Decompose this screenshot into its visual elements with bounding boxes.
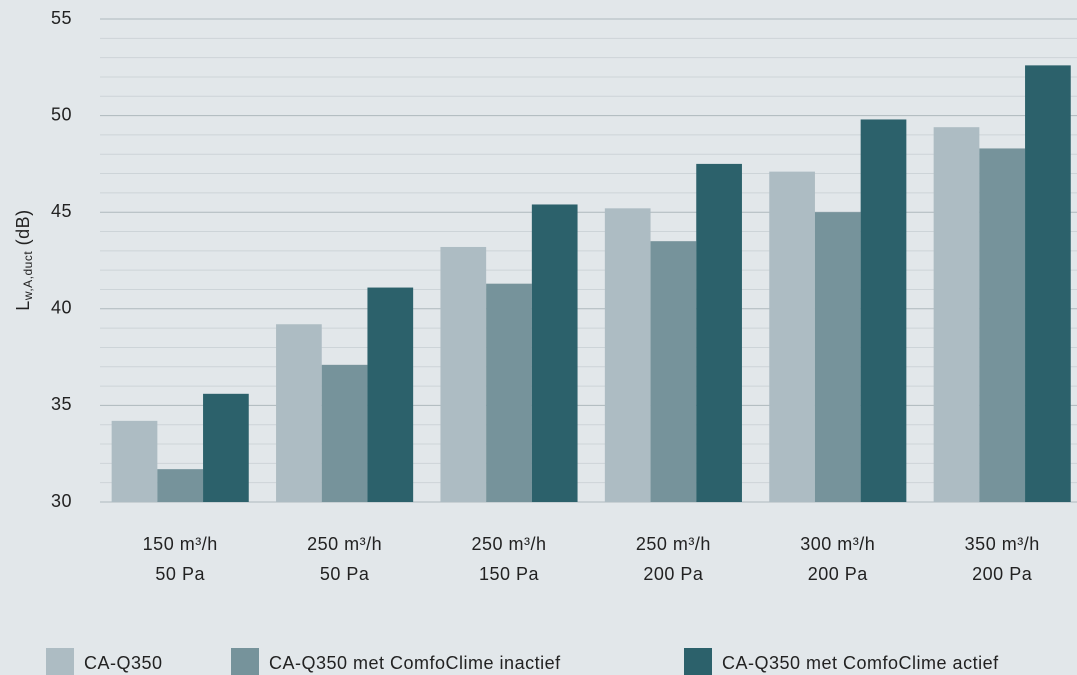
- legend-label: CA-Q350 met ComfoClime actief: [722, 653, 999, 673]
- bar: [111, 420, 158, 502]
- y-label-unit: (dB): [13, 209, 33, 251]
- y-tick-label: 35: [51, 394, 72, 414]
- bar: [203, 393, 249, 502]
- y-label-sub: w,A,duct: [21, 251, 35, 302]
- y-label-main: L: [13, 300, 33, 311]
- x-tick-label: 150 m³/h: [143, 534, 218, 554]
- bar: [531, 204, 578, 503]
- y-tick-label: 40: [51, 298, 72, 318]
- x-tick-label: 200 Pa: [643, 564, 704, 584]
- x-tick-label: 50 Pa: [320, 564, 370, 584]
- bar: [814, 212, 861, 502]
- bar: [604, 208, 651, 502]
- bar: [276, 324, 322, 502]
- legend-swatch: [684, 648, 712, 675]
- x-tick-label: 350 m³/h: [965, 534, 1040, 554]
- x-tick-label: 250 m³/h: [636, 534, 711, 554]
- bar: [769, 171, 815, 503]
- bar: [860, 119, 907, 503]
- x-tick-label: 200 Pa: [808, 564, 869, 584]
- bar: [440, 246, 487, 502]
- y-tick-label: 55: [51, 8, 72, 28]
- legend-swatch: [46, 648, 74, 675]
- legend-label: CA-Q350: [84, 653, 163, 673]
- legend-label: CA-Q350 met ComfoClime inactief: [269, 653, 561, 673]
- x-tick-label: 200 Pa: [972, 564, 1033, 584]
- x-tick-label: 250 m³/h: [471, 534, 546, 554]
- bar: [157, 469, 204, 502]
- bar: [486, 283, 532, 502]
- bar: [933, 127, 980, 502]
- x-tick-label: 300 m³/h: [800, 534, 875, 554]
- y-tick-label: 45: [51, 201, 72, 221]
- y-axis-label: Lw,A,duct (dB): [13, 209, 35, 310]
- y-tick-label: 50: [51, 104, 72, 124]
- bar: [367, 287, 414, 502]
- bar: [1025, 65, 1071, 503]
- bar: [321, 364, 368, 502]
- bar: [979, 148, 1026, 502]
- x-tick-label: 50 Pa: [155, 564, 205, 584]
- bar: [650, 241, 697, 502]
- y-tick-label: 30: [51, 491, 72, 511]
- x-tick-label: 250 m³/h: [307, 534, 382, 554]
- x-tick-label: 150 Pa: [479, 564, 540, 584]
- bar: [696, 163, 742, 502]
- legend-swatch: [231, 648, 259, 675]
